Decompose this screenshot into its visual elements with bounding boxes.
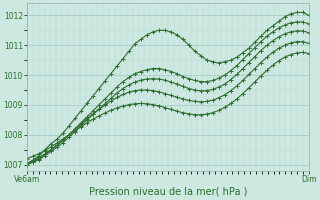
X-axis label: Pression niveau de la mer( hPa ): Pression niveau de la mer( hPa ) <box>89 187 247 197</box>
